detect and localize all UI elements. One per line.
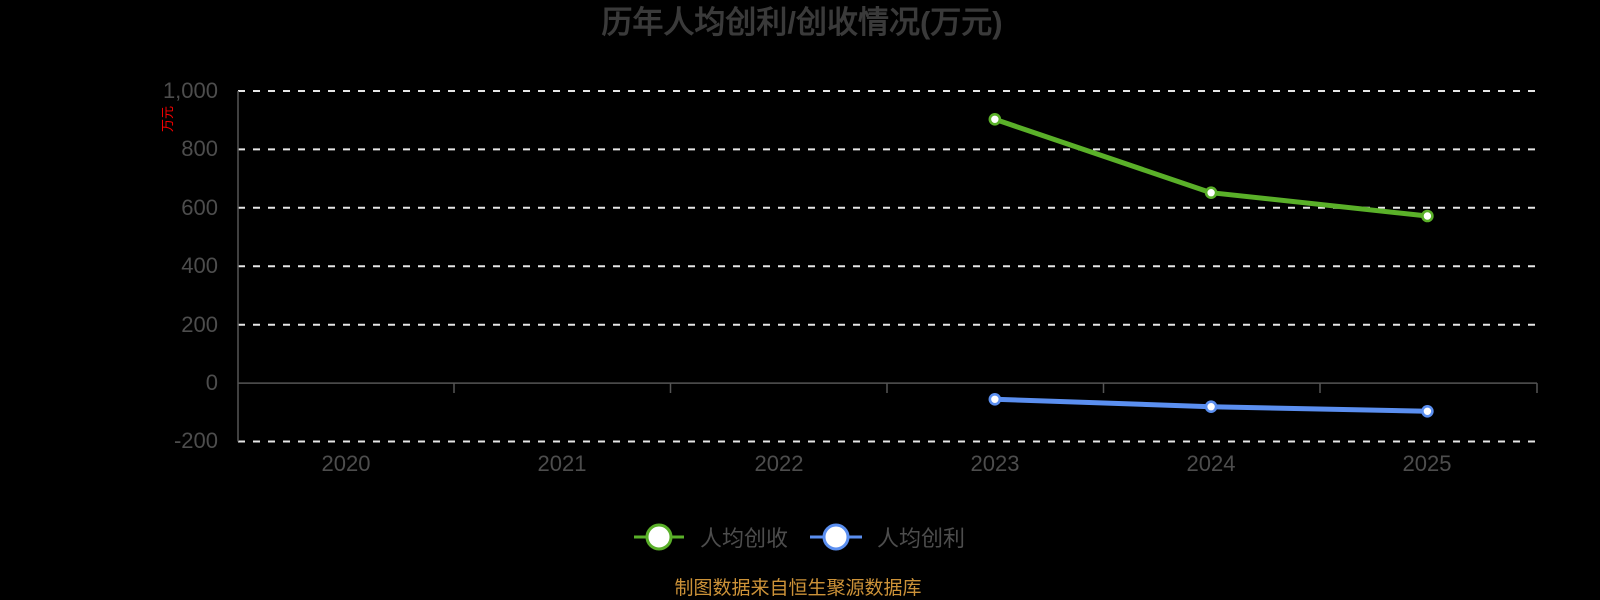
svg-text:1,000: 1,000 (163, 78, 218, 103)
svg-text:2020: 2020 (322, 451, 371, 476)
svg-text:人均创收: 人均创收 (700, 526, 788, 551)
svg-text:制图数据来自恒生聚源数据库: 制图数据来自恒生聚源数据库 (674, 577, 921, 599)
svg-text:400: 400 (181, 253, 218, 278)
svg-text:历年人均创利/创收情况(万元): 历年人均创利/创收情况(万元) (601, 5, 1002, 40)
svg-text:200: 200 (181, 312, 218, 337)
svg-text:-200: -200 (174, 428, 218, 453)
svg-text:2022: 2022 (755, 451, 804, 476)
svg-text:2023: 2023 (971, 451, 1020, 476)
svg-text:人均创利: 人均创利 (877, 526, 965, 551)
svg-text:2024: 2024 (1187, 451, 1236, 476)
svg-text:2021: 2021 (538, 451, 587, 476)
svg-text:800: 800 (181, 136, 218, 161)
svg-text:0: 0 (206, 370, 218, 395)
svg-text:600: 600 (181, 195, 218, 220)
svg-text:万元: 万元 (160, 106, 175, 132)
svg-text:2025: 2025 (1403, 451, 1452, 476)
